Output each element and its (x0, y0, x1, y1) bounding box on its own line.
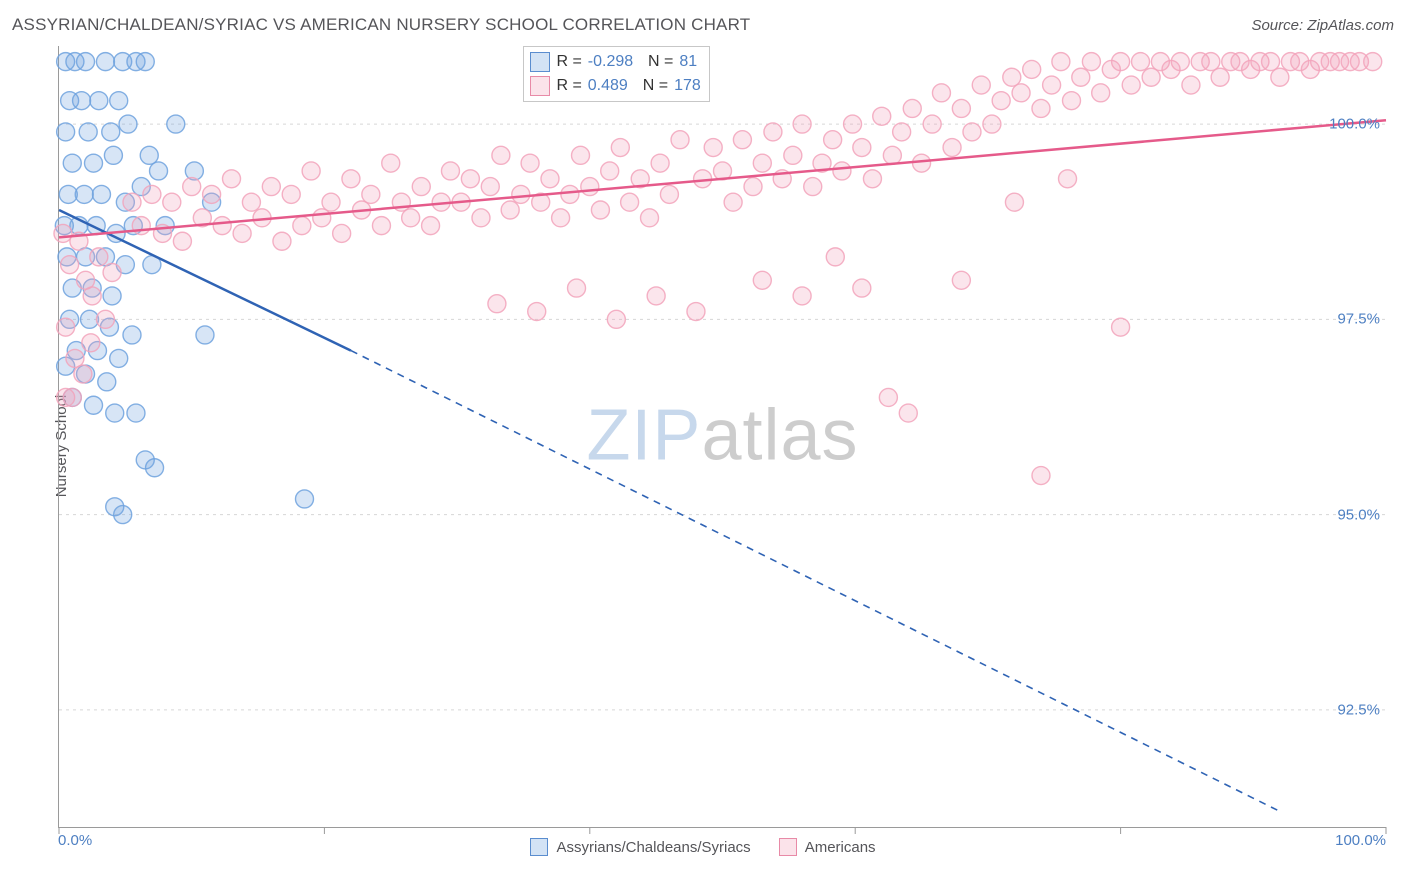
correlation-legend: R = -0.298 N = 81 R = 0.489 N = 178 (523, 46, 709, 102)
y-tick-label: 100.0% (1329, 116, 1380, 133)
chart-source: Source: ZipAtlas.com (1251, 17, 1394, 34)
legend-item-acs: Assyrians/Chaldeans/Syriacs (530, 838, 750, 856)
y-tick-label: 95.0% (1337, 506, 1380, 523)
legend-swatch-acs (530, 52, 550, 72)
correlation-legend-row: R = -0.298 N = 81 (530, 50, 700, 74)
chart-title: ASSYRIAN/CHALDEAN/SYRIAC VS AMERICAN NUR… (12, 15, 750, 35)
n-value-acs: 81 (679, 50, 697, 74)
chart-header: ASSYRIAN/CHALDEAN/SYRIAC VS AMERICAN NUR… (12, 10, 1394, 40)
legend-label-acs: Assyrians/Chaldeans/Syriacs (556, 839, 750, 856)
scatter-plot-svg (59, 46, 1386, 827)
legend-label-amer: Americans (805, 839, 876, 856)
legend-swatch-icon (530, 838, 548, 856)
y-tick-label: 92.5% (1337, 701, 1380, 718)
y-tick-label: 97.5% (1337, 311, 1380, 328)
correlation-legend-row: R = 0.489 N = 178 (530, 74, 700, 98)
legend-swatch-amer (530, 76, 550, 96)
plot-area: ZIPatlas R = -0.298 N = 81 R = 0.489 N =… (58, 46, 1386, 828)
bottom-legend: Assyrians/Chaldeans/Syriacs Americans (0, 838, 1406, 856)
r-value-acs: -0.298 (588, 50, 633, 74)
legend-swatch-icon (779, 838, 797, 856)
n-value-amer: 178 (674, 74, 701, 98)
r-value-amer: 0.489 (588, 74, 628, 98)
legend-item-amer: Americans (779, 838, 876, 856)
